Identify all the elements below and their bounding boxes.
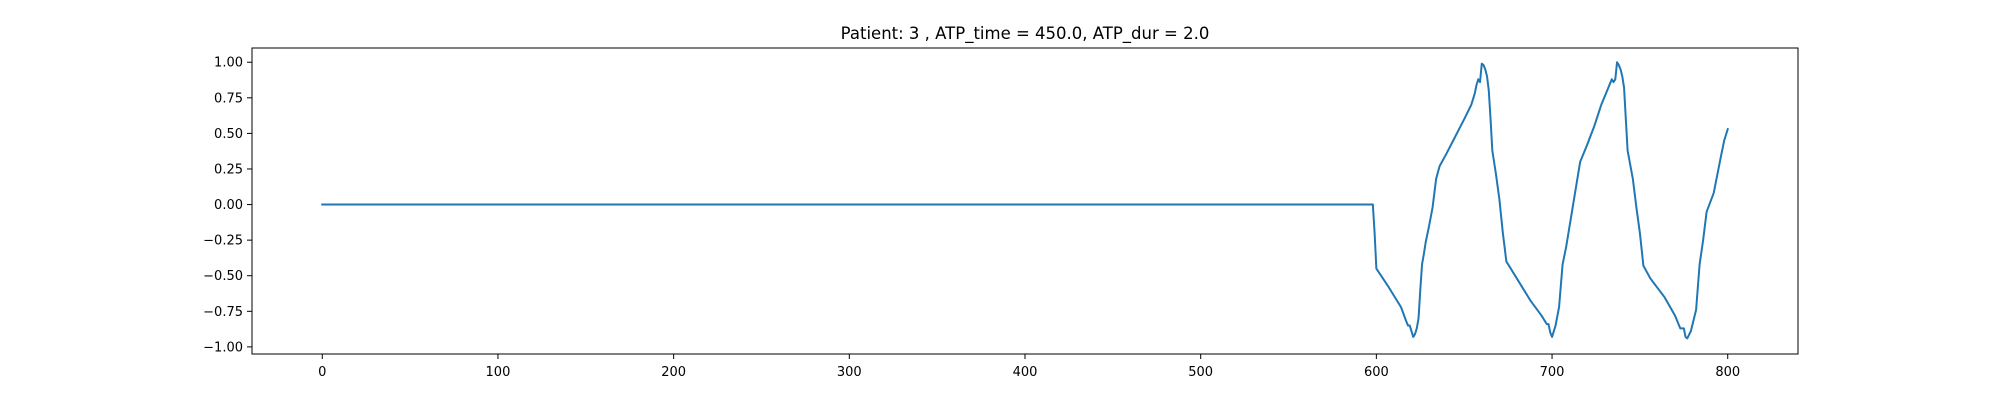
y-tick-label: 0.00 bbox=[214, 198, 243, 213]
series-line bbox=[321, 61, 1729, 340]
plot-lines bbox=[321, 61, 1729, 340]
y-tick-label: 0.50 bbox=[214, 127, 243, 142]
x-tick-label: 100 bbox=[486, 365, 511, 380]
y-tick-label: −0.75 bbox=[203, 305, 243, 320]
y-tick-label: −1.00 bbox=[203, 340, 243, 355]
x-tick-label: 500 bbox=[1188, 365, 1213, 380]
y-axis: 1.00 0.75 0.50 0.25 0.00 −0.25 −0.50 −0.75 −1.00 bbox=[203, 56, 252, 355]
y-tick-label: 1.00 bbox=[214, 56, 243, 71]
chart-title: Patient: 3 , ATP_time = 450.0, ATP_dur =… bbox=[841, 24, 1210, 44]
x-tick-label: 200 bbox=[661, 365, 686, 380]
x-tick-label: 0 bbox=[318, 365, 326, 380]
y-tick-label: 0.75 bbox=[214, 91, 243, 106]
plot-frame bbox=[251, 47, 1799, 355]
x-tick-label: 700 bbox=[1540, 365, 1565, 380]
x-axis: 0 100 200 300 400 500 600 700 800 bbox=[318, 354, 1740, 380]
x-tick-label: 400 bbox=[1013, 365, 1038, 380]
y-tick-label: −0.25 bbox=[203, 234, 243, 249]
y-tick-label: 0.25 bbox=[214, 162, 243, 177]
x-tick-label: 600 bbox=[1364, 365, 1389, 380]
x-tick-label: 800 bbox=[1715, 365, 1740, 380]
x-tick-label: 300 bbox=[837, 365, 862, 380]
y-tick-label: −0.50 bbox=[203, 269, 243, 284]
